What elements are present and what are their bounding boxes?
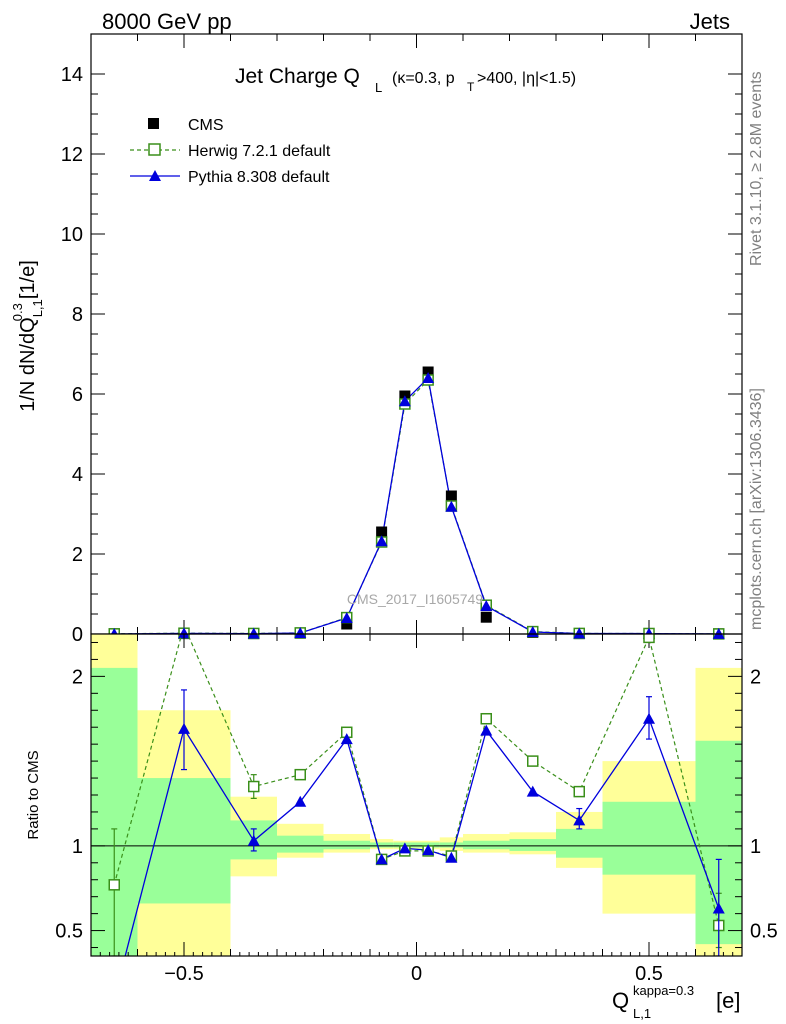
band-inner (509, 839, 556, 851)
legend-marker-pythia (149, 170, 161, 181)
herwig-ratio-point (294, 768, 306, 781)
ratio-ylabel: Ratio to CMS (25, 750, 42, 839)
legend-marker-herwig (148, 143, 161, 156)
herwig-ratio-point (527, 755, 539, 767)
x-tick-label: 0.5 (635, 963, 663, 985)
y-tick-label: 4 (72, 464, 83, 486)
pythia-ratio-point (108, 992, 120, 1003)
pythia-point (445, 500, 458, 512)
y-tick-label: 10 (61, 224, 83, 246)
x-tick-label: 0 (411, 963, 422, 985)
herwig-ratio-line (113, 634, 720, 926)
herwig-ratio-point (573, 785, 585, 798)
title-rest: >400, |η|<1.5) (477, 70, 576, 87)
pythia-point (375, 535, 388, 547)
xlabel-main: Q (612, 988, 629, 1013)
main-panel: 0 2 4 6 8 10 12 14 CMS_2017_I1605749 Jet Charge… (10, 33, 743, 646)
ylabel-unit: [1/e] (17, 260, 39, 299)
ratio-y-tick-label-right: 1 (750, 836, 761, 858)
legend-label-cms: CMS (188, 117, 224, 134)
ylabel-sub: L,1 (30, 299, 45, 317)
title-main: Jet Charge Q (235, 65, 360, 88)
mcplots-label: mcplots.cern.ch [arXiv:1306.3436] (748, 388, 765, 630)
herwig-ratio-point (248, 780, 260, 793)
pythia-point (712, 627, 725, 639)
pythia-point (340, 612, 353, 623)
pythia-ratio-point (398, 842, 411, 854)
pythia-point (422, 372, 435, 383)
pythia-ratio-point (178, 722, 190, 734)
x-axis-label: Q kappa=0.3 L,1 [e] (612, 983, 740, 1021)
herwig-ratio-point (643, 634, 655, 644)
band-inner (556, 828, 603, 858)
pythia-point (398, 395, 411, 407)
y-tick-label: 12 (61, 144, 83, 166)
rivet-label: Rivet 3.1.10, ≥ 2.8M events (748, 71, 765, 266)
y-axis-label: 1/N dN/dQL,1 0.3 [1/e] (10, 260, 45, 412)
band-inner (277, 835, 324, 853)
title-paren: (κ=0.3, p (392, 70, 455, 87)
pythia-point (573, 627, 586, 639)
y-tick-label: 14 (61, 64, 83, 86)
pythia-ratio-point (643, 712, 655, 724)
ylabel-sup: 0.3 (10, 303, 25, 321)
pythia-ratio-point (247, 834, 260, 846)
pythia-ratio-point (375, 853, 388, 865)
cms-point (341, 618, 353, 630)
legend-marker-cms (148, 118, 159, 129)
band-inner (602, 801, 696, 875)
ratio-y-tick-label: 0.5 (55, 921, 83, 943)
legend-label-herwig: Herwig 7.2.1 default (188, 143, 331, 160)
ratio-panel: 0.5 0.5 1 1 2 2 −0.5 0 0.5 Ratio to CMS Q kappa=… (25, 633, 778, 1021)
pythia-ratio-point (712, 902, 725, 914)
pythia-point (247, 627, 260, 639)
band-inner (463, 840, 510, 850)
header-energy: 8000 GeV pp (102, 9, 232, 34)
ratio-y-tick-label-right: 0.5 (750, 921, 778, 943)
cms-point (376, 526, 388, 538)
pythia-ratio-point (480, 724, 493, 736)
pythia-ratio-point (422, 844, 435, 856)
legend: CMS Herwig 7.2.1 default Pythia 8.308 de… (130, 117, 331, 186)
y-tick-label: 2 (72, 544, 83, 566)
pythia-ratio-point (340, 733, 353, 745)
band-inner (323, 840, 370, 850)
cms-point (445, 490, 457, 502)
pythia-point (178, 627, 190, 639)
xlabel-sub: L,1 (633, 1006, 651, 1021)
pythia-ratio-point (294, 795, 307, 807)
legend-label-pythia: Pythia 8.308 default (188, 169, 330, 186)
pythia-ratio-point (573, 814, 586, 826)
ylabel-main: 1/N dN/dQ (17, 317, 39, 411)
watermark: CMS_2017_I1605749 (347, 591, 483, 607)
herwig-ratio-point (108, 879, 120, 891)
title-main-sub: L (375, 80, 382, 95)
band-inner (439, 842, 463, 848)
title-pt-sub: T (467, 80, 475, 94)
pythia-ratio-line (124, 717, 720, 956)
y-tick-label: 6 (72, 384, 83, 406)
chart-title: Jet Charge Q L (κ=0.3, p T >400, |η|<1.5… (235, 65, 576, 95)
y-tick-label: 8 (72, 304, 83, 326)
pythia-ratio-point (445, 851, 458, 863)
xlabel-sup: kappa=0.3 (633, 983, 694, 998)
band-inner (137, 778, 231, 904)
header-jets: Jets (690, 9, 730, 34)
pythia-point (294, 627, 307, 638)
xlabel-unit: [e] (716, 988, 740, 1013)
svg-text:1/N dN/dQL,10.3[1/e]: 1/N dN/dQL,1 0.3 [1/e] (10, 260, 45, 412)
x-tick-label: −0.5 (164, 963, 203, 985)
y-tick-label: 0 (72, 624, 83, 646)
band-inner (370, 842, 394, 848)
ratio-y-tick-label: 2 (72, 666, 83, 688)
ratio-y-tick-label-right: 2 (750, 666, 761, 688)
pythia-ratio-point (526, 785, 539, 797)
herwig-ratio-point (480, 712, 492, 725)
cms-point (480, 611, 492, 623)
ratio-frame (90, 633, 743, 957)
ratio-y-tick-label: 1 (72, 836, 83, 858)
pythia-point (480, 600, 493, 611)
